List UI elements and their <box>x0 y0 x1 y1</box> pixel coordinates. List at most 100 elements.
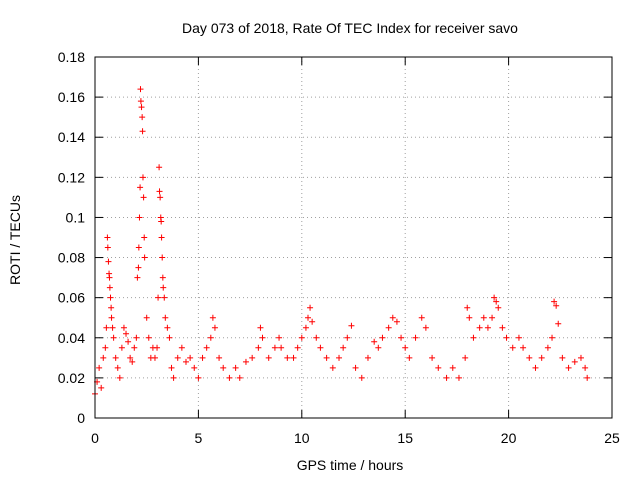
data-point <box>559 354 566 361</box>
x-tick-label: 5 <box>195 430 203 446</box>
data-point <box>139 128 146 135</box>
y-tick-label: 0.06 <box>58 290 85 306</box>
data-point <box>123 330 130 337</box>
data-point <box>375 344 382 351</box>
plot-frame <box>94 56 613 419</box>
data-point <box>108 304 115 311</box>
data-point <box>220 364 227 371</box>
data-point <box>216 354 223 361</box>
data-point <box>278 344 285 351</box>
data-point <box>255 344 262 351</box>
data-point <box>199 354 206 361</box>
data-point <box>133 334 140 341</box>
data-point <box>104 234 111 241</box>
data-point <box>161 294 168 301</box>
data-point <box>114 364 121 371</box>
data-point <box>484 324 491 331</box>
data-point <box>294 344 301 351</box>
data-point <box>232 364 239 371</box>
data-point <box>317 344 324 351</box>
data-point <box>120 324 127 331</box>
data-point <box>106 274 113 281</box>
data-point <box>284 354 291 361</box>
data-point <box>191 364 198 371</box>
data-point <box>406 354 413 361</box>
data-point <box>305 314 312 321</box>
y-tick-label: 0.18 <box>58 49 85 65</box>
data-point <box>462 354 469 361</box>
data-point <box>103 324 110 331</box>
data-point <box>435 364 442 371</box>
data-point <box>141 234 148 241</box>
data-point <box>352 364 359 371</box>
y-axis-label: ROTI / TECUs <box>7 195 23 285</box>
data-point <box>495 304 502 311</box>
data-point <box>139 114 146 121</box>
y-tick-label: 0.08 <box>58 250 85 266</box>
data-point <box>108 314 115 321</box>
data-point <box>551 298 558 305</box>
y-tick-label: 0.16 <box>58 89 85 105</box>
data-point <box>187 354 194 361</box>
data-point <box>515 334 522 341</box>
y-tick-label: 0.04 <box>58 330 85 346</box>
data-point <box>156 164 163 171</box>
data-point <box>226 374 233 381</box>
data-point <box>340 344 347 351</box>
data-point <box>131 344 138 351</box>
data-point <box>100 354 107 361</box>
data-point <box>491 294 498 301</box>
data-point <box>129 358 136 365</box>
data-point <box>464 304 471 311</box>
data-point <box>195 374 202 381</box>
data-point <box>455 374 462 381</box>
data-point <box>466 314 473 321</box>
data-point <box>157 194 164 201</box>
data-point <box>549 334 556 341</box>
data-point <box>544 344 551 351</box>
data-point <box>565 364 572 371</box>
data-point <box>553 302 560 309</box>
data-point <box>398 334 405 341</box>
data-point <box>307 304 314 311</box>
data-point <box>271 344 278 351</box>
data-point <box>470 334 477 341</box>
data-point <box>389 314 396 321</box>
x-tick-label: 15 <box>397 430 413 446</box>
data-point <box>393 318 400 325</box>
y-tick-label: 0.02 <box>58 370 85 386</box>
x-tick-label: 0 <box>91 430 99 446</box>
data-point <box>532 364 539 371</box>
data-point <box>145 334 152 341</box>
data-point <box>276 334 283 341</box>
data-point <box>138 104 145 111</box>
data-point <box>137 86 144 93</box>
data-point <box>422 324 429 331</box>
data-point <box>162 314 169 321</box>
data-point <box>249 354 256 361</box>
data-point <box>313 334 320 341</box>
data-point <box>136 214 143 221</box>
data-point <box>476 324 483 331</box>
data-point <box>509 344 516 351</box>
data-point <box>139 174 146 181</box>
data-point <box>582 364 589 371</box>
data-point <box>379 334 386 341</box>
data-point <box>140 194 147 201</box>
data-point <box>174 354 181 361</box>
data-point <box>493 298 500 305</box>
data-point <box>329 364 336 371</box>
data-point <box>209 314 216 321</box>
data-point <box>344 334 351 341</box>
data-point <box>358 374 365 381</box>
y-tick-label: 0 <box>77 410 85 426</box>
data-point <box>412 334 419 341</box>
axis-ticks: 0 0.02 0.04 0.06 0.08 0.1 0.12 0.14 0.16 0.18 0 5 10… <box>58 49 620 446</box>
data-point <box>290 354 297 361</box>
data-point <box>203 344 210 351</box>
data-point <box>182 358 189 365</box>
data-point <box>302 324 309 331</box>
data-point <box>159 254 166 261</box>
data-point <box>160 284 167 291</box>
